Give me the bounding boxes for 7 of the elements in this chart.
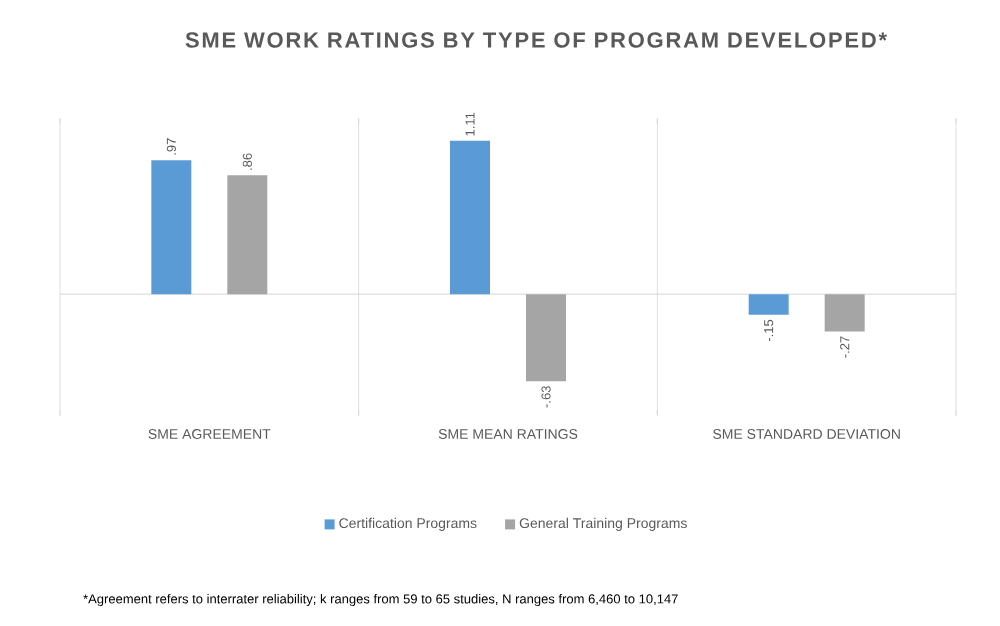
bar: [526, 294, 567, 382]
bar: [450, 140, 490, 295]
bar: [227, 175, 268, 295]
chart-title: SME WORK RATINGS BY TYPE OF PROGRAM DEVELOPED*: [185, 32, 888, 48]
bar: [824, 294, 865, 332]
bar: [151, 160, 192, 295]
bar: [748, 294, 789, 315]
